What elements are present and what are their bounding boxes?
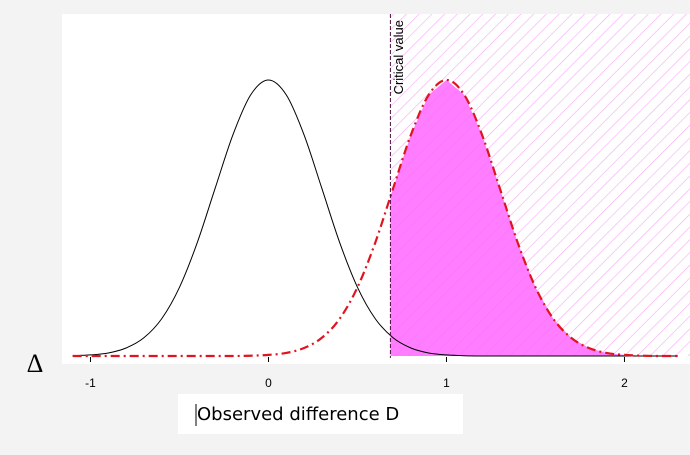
x-tick-label: 0 <box>265 376 272 390</box>
x-tick-label: 1 <box>443 376 450 390</box>
axis-symbol: Δ <box>27 349 44 378</box>
label-box <box>178 394 463 434</box>
density-curve <box>72 79 678 357</box>
critical-label: Critical value <box>391 20 406 94</box>
x-tick-label: -1 <box>85 376 96 390</box>
x-axis-label: Observed difference D <box>197 404 399 425</box>
x-tick-label: 2 <box>621 376 628 390</box>
rejection-area <box>390 80 678 356</box>
density-curve <box>72 78 678 358</box>
